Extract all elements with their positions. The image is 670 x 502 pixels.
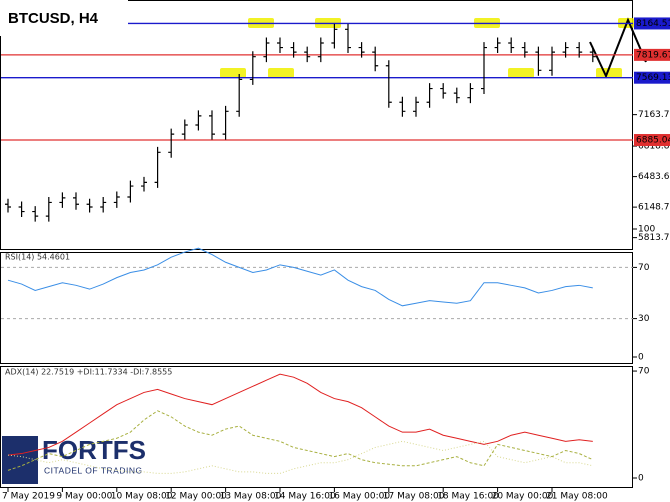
level-label-box	[634, 134, 670, 147]
y-tick-label: 6483.65	[638, 172, 670, 182]
ohlc-bar	[508, 37, 515, 54]
ohlc-bar	[59, 192, 66, 208]
x-tick-label: 20 May 00:00	[492, 492, 554, 502]
ohlc-bar	[45, 196, 52, 222]
level-label: 6885.04	[636, 136, 670, 146]
y-tick-label: 6818.80	[638, 142, 670, 152]
ohlc-bar	[385, 60, 392, 108]
ohlc-bar	[562, 42, 569, 58]
ohlc-bar	[331, 23, 338, 49]
ohlc-bar	[358, 42, 365, 58]
forecast-arrow	[589, 17, 647, 79]
ohlc-bar	[399, 96, 406, 117]
x-tick-label: 18 May 16:00	[437, 492, 499, 502]
highlights	[220, 18, 634, 78]
ohlc-bar	[304, 46, 311, 63]
level-label: 7819.67	[636, 50, 670, 60]
ohlc-bar	[345, 23, 351, 54]
series-line	[7, 410, 594, 471]
series-line	[7, 247, 593, 307]
x-tick-label: 12 May 00:00	[165, 492, 227, 502]
y-tick-label: 30	[638, 314, 650, 324]
ohlc-bar	[521, 42, 528, 58]
series-line	[7, 373, 593, 456]
y-tick-label: 70	[638, 367, 650, 377]
ohlc-bar	[154, 146, 161, 188]
ohlc-bar	[5, 198, 11, 213]
panel-title: ADX(14) 22.7519 +DI:11.7334 -DI:7.8555	[5, 368, 172, 377]
ohlc-bar	[589, 46, 596, 63]
ohlc-bar	[127, 180, 134, 203]
level-label-box	[634, 17, 670, 30]
chart-title: BTCUSD, H4	[8, 10, 99, 27]
ohlc-bar	[263, 37, 270, 63]
ohlc-bar	[440, 83, 447, 99]
ohlc-bar	[426, 83, 433, 108]
ohlc-bar	[86, 198, 93, 213]
ohlc-bar	[195, 110, 202, 131]
series-line	[7, 440, 593, 474]
x-tick-label: 17 May 08:00	[383, 492, 445, 502]
ohlc-bar	[236, 73, 243, 117]
logo-tagline: CITADEL OF TRADING	[44, 465, 143, 475]
ohlc-bar	[549, 46, 555, 76]
ohlc-bar	[249, 51, 256, 85]
title-bg	[0, 0, 128, 36]
y-tick-label: 0	[638, 474, 644, 484]
y-tick-label: 100	[638, 225, 655, 235]
level-label-box	[634, 71, 670, 84]
x-tick-label: 7 May 2019	[2, 492, 55, 502]
ohlc-bar	[222, 105, 229, 140]
ohlc-bar	[576, 42, 583, 58]
ohlc-bar	[181, 119, 188, 140]
y-tick-label: 6148.70	[638, 203, 670, 213]
ohlc-bar	[277, 37, 283, 54]
price-panel	[0, 0, 633, 250]
ohlc-bar	[18, 201, 25, 218]
ohlc-bar	[209, 110, 215, 140]
panel-title: RSI(14) 54.4601	[5, 253, 70, 262]
level-label: 8164.51	[636, 19, 670, 29]
ohlc-bar	[168, 128, 175, 158]
ohlc-bar	[290, 42, 297, 58]
ohlc-bar	[467, 83, 474, 104]
x-tick-label: 14 May 16:00	[274, 492, 336, 502]
ohlc-bar	[372, 46, 379, 72]
ohlc-bar	[100, 196, 107, 213]
ohlc-bar	[73, 192, 79, 210]
ohlc-bar	[141, 176, 147, 192]
ohlc-bar	[494, 37, 501, 54]
adx-panel	[0, 366, 633, 488]
level-label-box	[634, 48, 670, 61]
y-tick-label: 70	[638, 263, 650, 273]
ohlc-bar	[535, 46, 542, 76]
ohlc-bar	[32, 206, 39, 222]
ohlc-bar	[317, 37, 324, 63]
logo-name: FORTFS	[42, 435, 146, 465]
rsi-panel	[0, 252, 633, 364]
level-label: 7569.13	[636, 73, 670, 83]
ohlc-bar	[113, 191, 120, 208]
x-tick-label: 9 May 00:00	[56, 492, 112, 502]
logo-icon	[2, 436, 38, 484]
y-tick-label: 0	[638, 353, 644, 363]
y-tick-label: 7163.70	[638, 110, 670, 120]
ohlc-bar	[413, 96, 419, 117]
x-tick-label: 21 May 08:00	[546, 492, 608, 502]
x-tick-label: 13 May 08:00	[220, 492, 282, 502]
ohlc-bar	[453, 87, 460, 104]
y-tick-label: 5813.75	[638, 233, 670, 243]
x-tick-label: 16 May 00:00	[328, 492, 390, 502]
ohlc-bar	[481, 42, 487, 95]
x-tick-label: 10 May 08:00	[111, 492, 173, 502]
